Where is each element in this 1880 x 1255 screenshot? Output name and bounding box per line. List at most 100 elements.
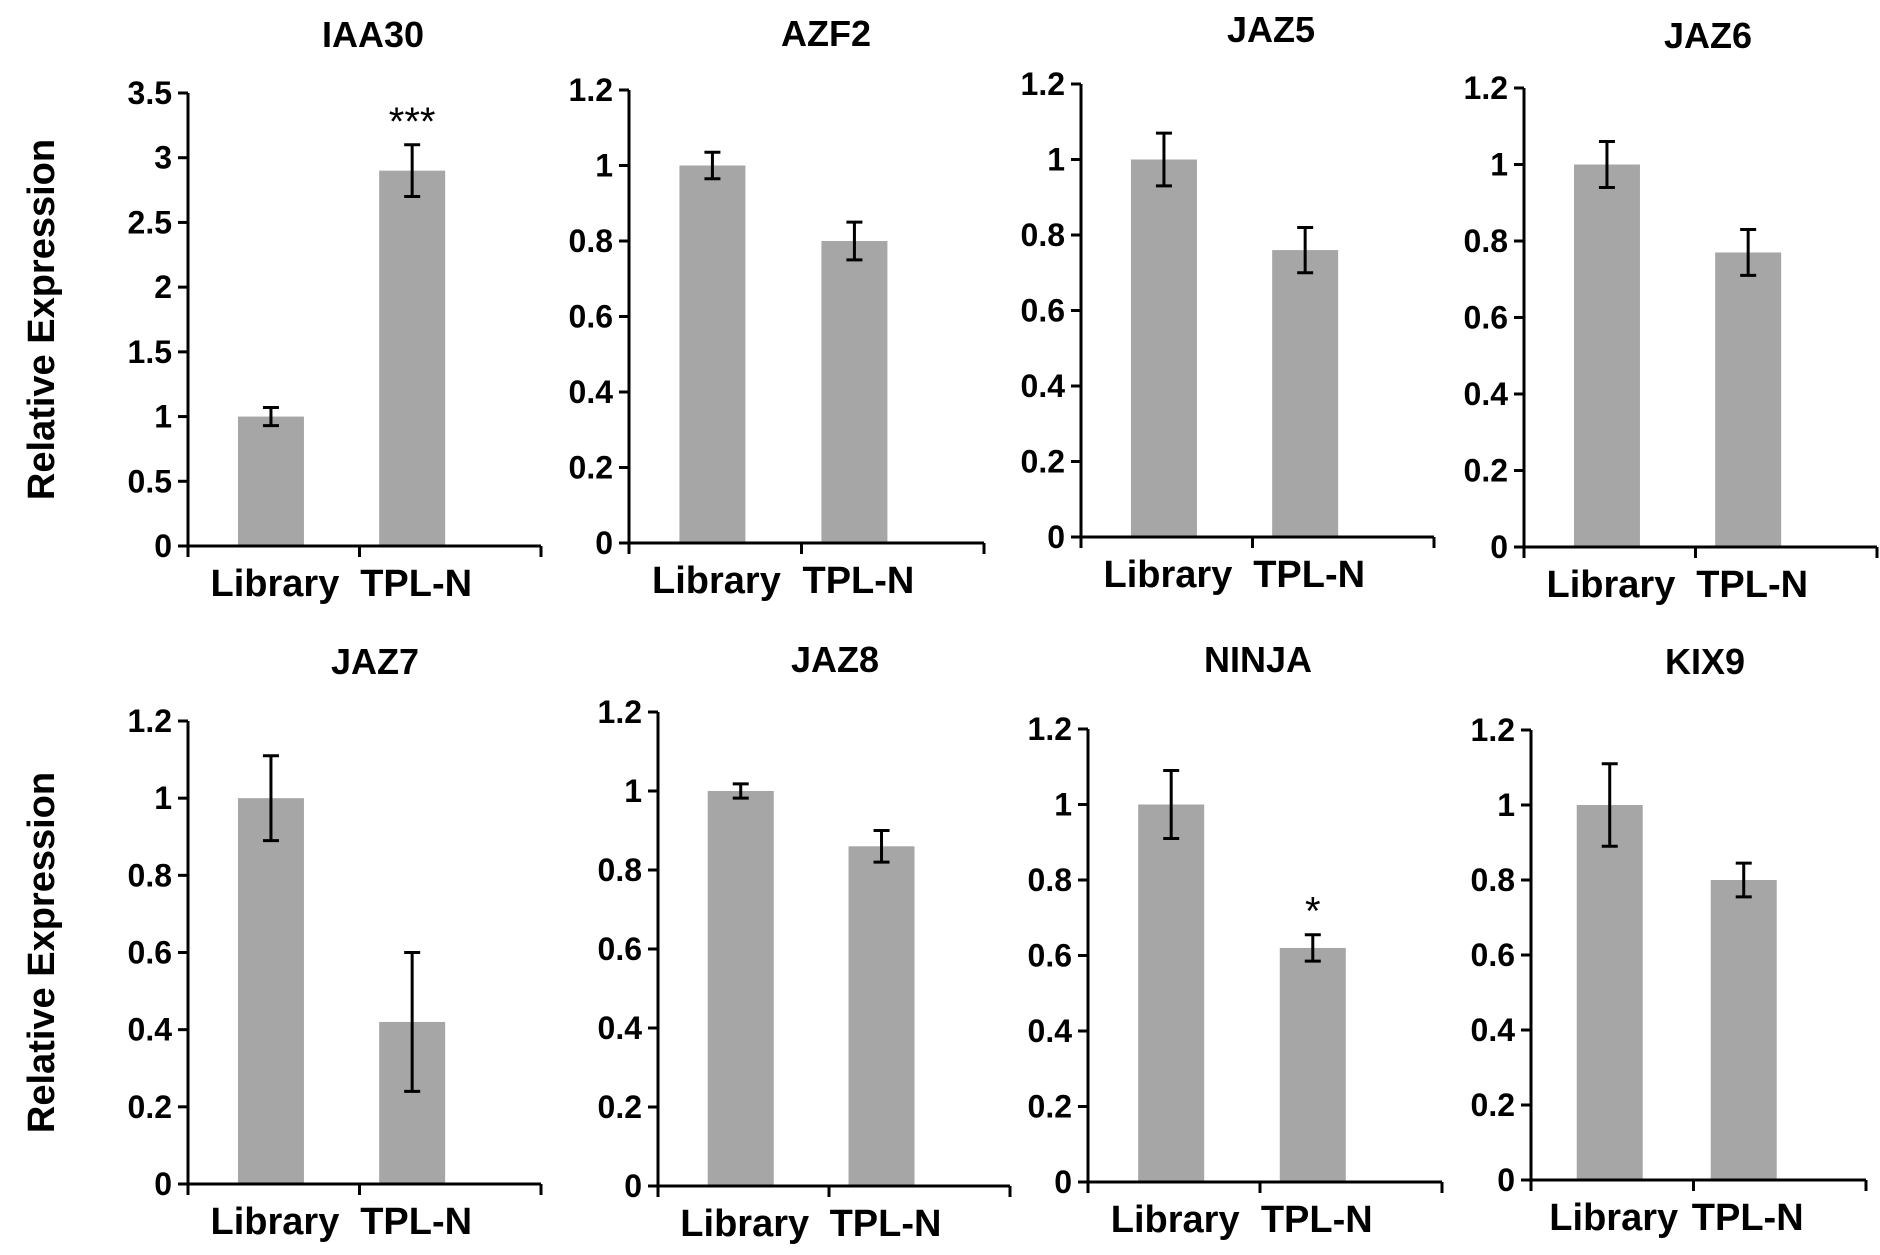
chart-5-y-tick-label: 0.4 bbox=[128, 1012, 173, 1048]
chart-8-y-tick-label: 0.4 bbox=[1471, 1012, 1516, 1048]
chart-1-y-tick-label: 2 bbox=[154, 269, 172, 305]
chart-5-y-tick-label: 0.8 bbox=[128, 857, 172, 893]
chart-4-y-tick-label: 1.2 bbox=[1464, 70, 1508, 106]
chart-1-bar-library bbox=[237, 416, 304, 546]
chart-3-y-tick-label: 0.4 bbox=[1021, 368, 1066, 404]
chart-2-category-label: Library bbox=[652, 560, 781, 602]
chart-6-y-tick-label: 0.4 bbox=[598, 1010, 643, 1046]
chart-4-y-tick-label: 1 bbox=[1490, 147, 1508, 183]
chart-8-title: KIX9 bbox=[1665, 641, 1745, 682]
chart-4-y-tick-label: 0.2 bbox=[1464, 453, 1508, 489]
chart-2-y-tick-label: 1 bbox=[595, 148, 613, 184]
chart-3-y-tick-label: 0 bbox=[1047, 519, 1065, 555]
chart-7-y-tick-label: 1 bbox=[1054, 787, 1072, 823]
chart-7-bar-library bbox=[1138, 804, 1205, 1182]
chart-4-y-tick-label: 0.4 bbox=[1464, 376, 1509, 412]
chart-5-y-tick-label: 0.6 bbox=[128, 935, 172, 971]
chart-4-category-label: TPL-N bbox=[1696, 564, 1808, 606]
chart-4-y-tick-label: 0.8 bbox=[1464, 223, 1508, 259]
chart-6-y-tick-label: 1.2 bbox=[598, 694, 642, 730]
chart-3-bar-tpl-n bbox=[1272, 250, 1339, 537]
chart-8-category-label: TPL-N bbox=[1692, 1197, 1804, 1239]
chart-5-y-tick-label: 1 bbox=[154, 780, 172, 816]
chart-1-y-tick-label: 3.5 bbox=[128, 75, 172, 111]
chart-3-y-tick-label: 0.2 bbox=[1021, 444, 1065, 480]
chart-8-y-tick-label: 1.2 bbox=[1471, 712, 1515, 748]
chart-5-y-tick-label: 0.2 bbox=[128, 1089, 172, 1125]
chart-8-y-tick-label: 0.8 bbox=[1471, 862, 1515, 898]
chart-3-category-label: Library bbox=[1104, 554, 1233, 596]
chart-5-y-axis-label: Relative Expression bbox=[21, 772, 63, 1133]
chart-6-y-tick-label: 0.2 bbox=[598, 1089, 642, 1125]
chart-3-y-tick-label: 1 bbox=[1047, 142, 1065, 178]
chart-1-y-tick-label: 0 bbox=[154, 528, 172, 564]
chart-4-y-tick-label: 0 bbox=[1490, 529, 1508, 565]
chart-3-title: JAZ5 bbox=[1227, 9, 1315, 50]
chart-1-bar-tpl-n bbox=[379, 170, 446, 546]
chart-6-category-label: TPL-N bbox=[830, 1203, 942, 1245]
chart-6-bar-library bbox=[707, 791, 774, 1186]
chart-1-y-axis-label: Relative Expression bbox=[21, 139, 63, 500]
chart-1-y-tick-label: 1 bbox=[154, 399, 172, 435]
chart-7-y-tick-label: 0.2 bbox=[1028, 1089, 1072, 1125]
chart-8-y-tick-label: 0.2 bbox=[1471, 1087, 1515, 1123]
chart-7-significance-marker: * bbox=[1305, 890, 1321, 934]
chart-5-category-label: Library bbox=[211, 1201, 340, 1243]
chart-6-title: JAZ8 bbox=[791, 639, 879, 680]
chart-3-category-label: TPL-N bbox=[1253, 554, 1365, 596]
chart-7-bar-tpl-n bbox=[1279, 947, 1346, 1182]
chart-1-y-tick-label: 3 bbox=[154, 140, 172, 176]
chart-5-y-tick-label: 1.2 bbox=[128, 703, 172, 739]
chart-5-category-label: TPL-N bbox=[360, 1201, 472, 1243]
chart-8-bar-library bbox=[1576, 805, 1643, 1180]
chart-8-y-tick-label: 0 bbox=[1497, 1162, 1515, 1198]
chart-3-y-tick-label: 0.8 bbox=[1021, 217, 1065, 253]
chart-6-bar-tpl-n bbox=[848, 846, 915, 1186]
chart-2-y-tick-label: 0.4 bbox=[569, 374, 614, 410]
chart-1-y-tick-label: 2.5 bbox=[128, 204, 172, 240]
chart-7-y-tick-label: 1.2 bbox=[1028, 711, 1072, 747]
chart-5-y-tick-label: 0 bbox=[154, 1166, 172, 1202]
chart-3-y-tick-label: 1.2 bbox=[1021, 66, 1065, 102]
chart-2-bar-tpl-n bbox=[821, 241, 888, 543]
chart-2-category-label: TPL-N bbox=[802, 560, 914, 602]
chart-8-y-tick-label: 0.6 bbox=[1471, 937, 1515, 973]
chart-5-title: JAZ7 bbox=[331, 641, 419, 682]
chart-7-y-tick-label: 0.4 bbox=[1028, 1013, 1073, 1049]
chart-1-y-tick-label: 0.5 bbox=[128, 463, 172, 499]
chart-7-y-tick-label: 0 bbox=[1054, 1164, 1072, 1200]
chart-8-bar-tpl-n bbox=[1710, 880, 1777, 1180]
chart-4-bar-tpl-n bbox=[1715, 252, 1782, 547]
chart-3-bar-library bbox=[1130, 159, 1197, 537]
chart-1-category-label: TPL-N bbox=[360, 563, 472, 605]
chart-6-category-label: Library bbox=[680, 1203, 809, 1245]
chart-6-y-tick-label: 0.8 bbox=[598, 852, 642, 888]
chart-7-y-tick-label: 0.6 bbox=[1028, 938, 1072, 974]
chart-6-y-tick-label: 0.6 bbox=[598, 931, 642, 967]
chart-1-category-label: Library bbox=[211, 563, 340, 605]
chart-3-y-tick-label: 0.6 bbox=[1021, 293, 1065, 329]
chart-2-y-tick-label: 0.8 bbox=[569, 223, 613, 259]
chart-1-title: IAA30 bbox=[322, 14, 424, 55]
chart-2-title: AZF2 bbox=[781, 13, 871, 54]
chart-1-significance-marker: *** bbox=[389, 100, 436, 144]
chart-4-bar-library bbox=[1573, 164, 1640, 547]
chart-7-category-label: Library bbox=[1111, 1199, 1240, 1241]
chart-2-bar-library bbox=[679, 165, 746, 543]
chart-8-y-tick-label: 1 bbox=[1497, 787, 1515, 823]
chart-6-y-tick-label: 0 bbox=[624, 1168, 642, 1204]
chart-4-y-tick-label: 0.6 bbox=[1464, 300, 1508, 336]
chart-1-y-tick-label: 1.5 bbox=[128, 334, 172, 370]
chart-4-category-label: Library bbox=[1547, 564, 1676, 606]
chart-2-y-tick-label: 0.2 bbox=[569, 450, 613, 486]
chart-7-y-tick-label: 0.8 bbox=[1028, 862, 1072, 898]
chart-8-category-label: Library bbox=[1549, 1197, 1678, 1239]
chart-2-y-tick-label: 0 bbox=[595, 525, 613, 561]
chart-4-title: JAZ6 bbox=[1664, 15, 1752, 56]
chart-6-y-tick-label: 1 bbox=[624, 773, 642, 809]
chart-7-category-label: TPL-N bbox=[1261, 1199, 1373, 1241]
chart-5-bar-library bbox=[237, 798, 304, 1184]
chart-2-y-tick-label: 1.2 bbox=[569, 72, 613, 108]
